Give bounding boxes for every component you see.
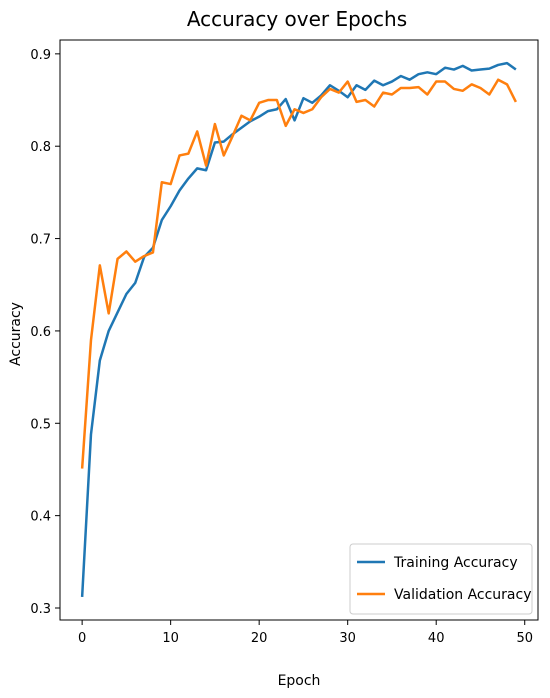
x-tick-label: 20 — [251, 631, 268, 646]
x-tick-label: 50 — [516, 631, 533, 646]
y-tick-label: 0.7 — [30, 233, 51, 248]
y-axis-ticks: 0.3 0.4 0.5 0.6 0.7 0.8 0.9 — [30, 48, 60, 617]
y-tick-label: 0.6 — [30, 325, 51, 340]
y-tick-label: 0.3 — [30, 602, 51, 617]
validation-accuracy-line — [80, 78, 517, 469]
legend-label-training: Training Accuracy — [393, 555, 518, 571]
y-tick-label: 0.4 — [30, 510, 51, 525]
x-tick-label: 10 — [162, 631, 179, 646]
series-lines — [80, 61, 517, 597]
x-tick-label: 40 — [428, 631, 445, 646]
y-tick-label: 0.5 — [30, 417, 51, 432]
y-axis-label: Accuracy — [8, 302, 24, 366]
y-tick-label: 0.8 — [30, 140, 51, 155]
training-accuracy-line — [80, 61, 517, 597]
legend-box — [349, 543, 533, 615]
x-tick-label: 0 — [78, 631, 86, 646]
legend-label-validation: Validation Accuracy — [394, 587, 532, 603]
chart-title: Accuracy over Epochs — [187, 7, 407, 31]
plot-frame — [59, 39, 539, 621]
x-axis-ticks: 0 10 20 30 40 50 — [78, 620, 533, 646]
x-axis-label: Epoch — [278, 673, 321, 689]
y-tick-label: 0.9 — [30, 48, 51, 63]
legend: Training Accuracy Validation Accuracy — [349, 543, 533, 615]
x-tick-label: 30 — [339, 631, 356, 646]
